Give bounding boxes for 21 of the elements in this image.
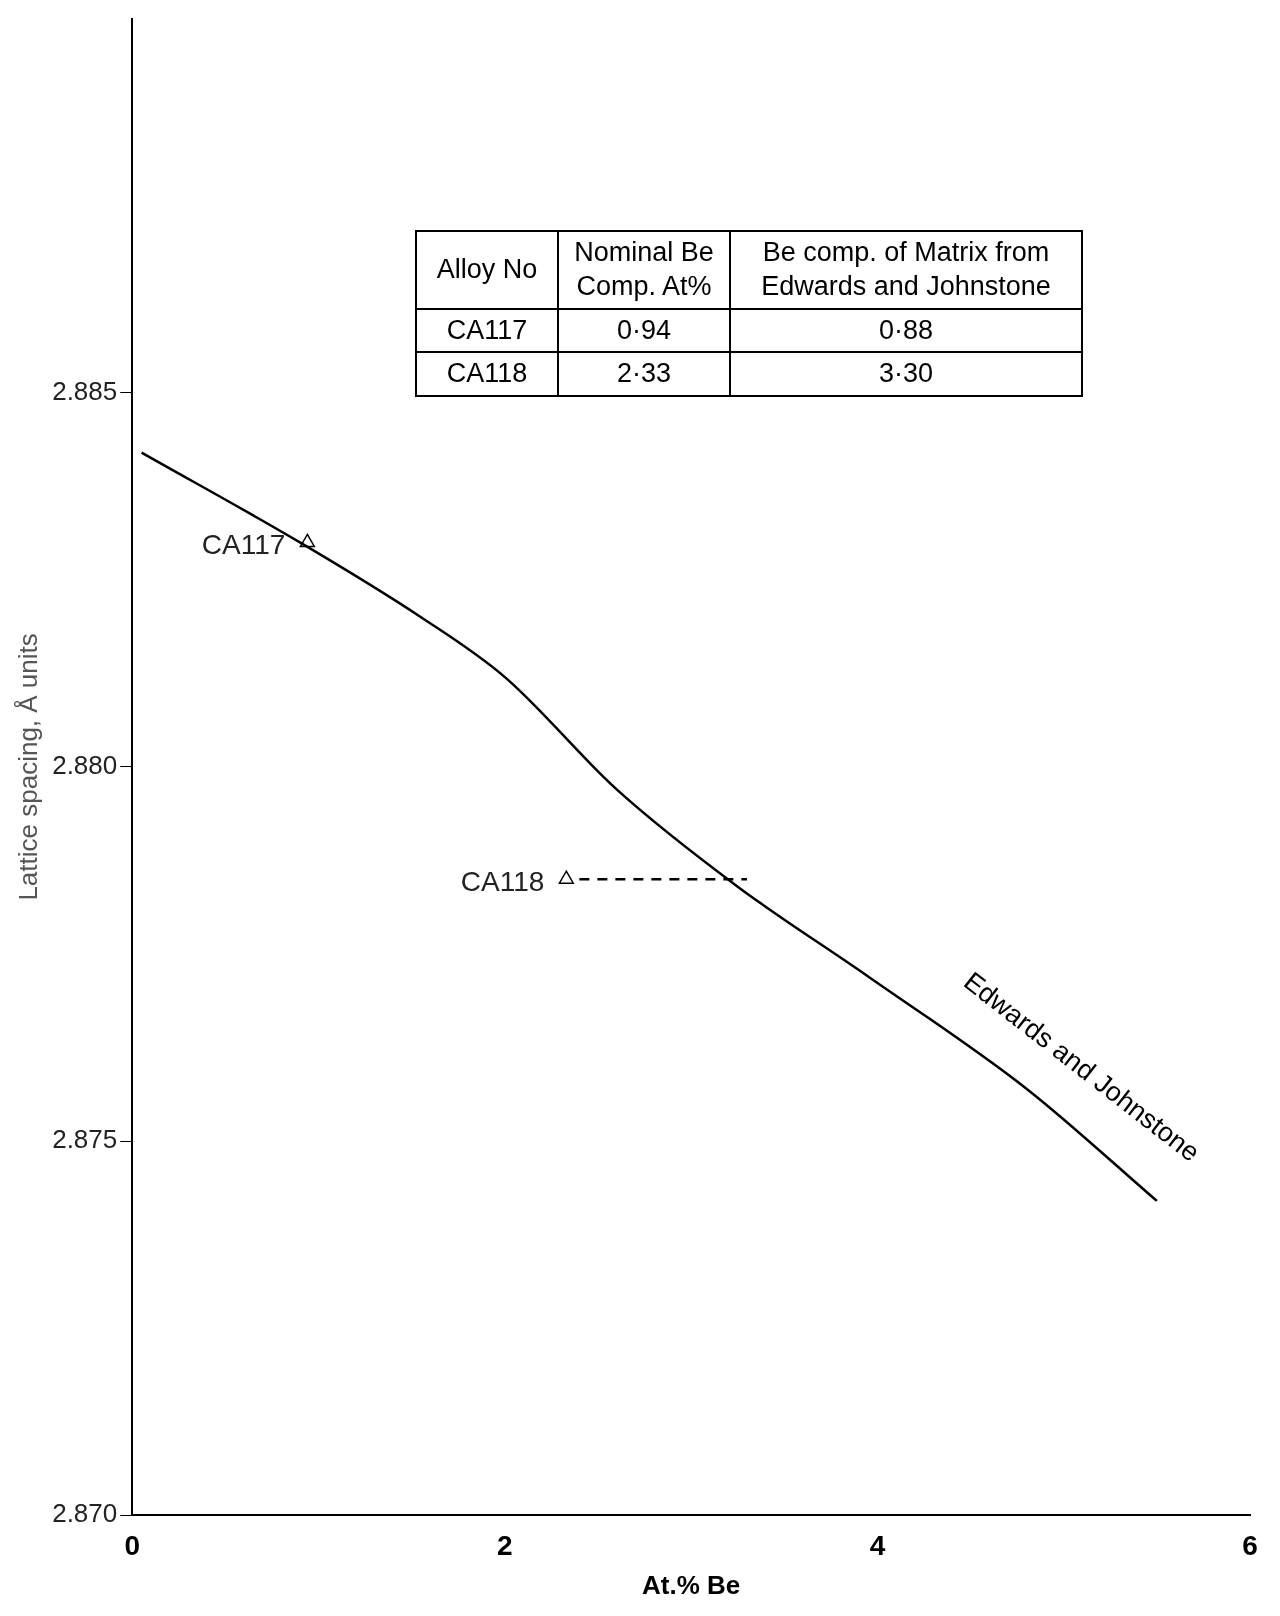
annotation: CA117 <box>201 529 286 561</box>
x-tick-label: 6 <box>1242 1529 1258 1561</box>
annotation: CA118 <box>416 352 558 396</box>
annotation: Alloy No <box>416 231 558 309</box>
annotation: CA118 <box>460 865 545 897</box>
y-tick-label: 2.885 <box>52 375 118 406</box>
annotation: Nominal Be Comp. At% <box>558 231 730 309</box>
annotation: 0·88 <box>730 308 1082 353</box>
annotation: Be comp. of Matrix from Edwards and Johnstone <box>730 231 1082 309</box>
annotation: 0·94 <box>558 308 730 353</box>
annotation: 2·33 <box>558 352 730 396</box>
y-tick-label: 2.875 <box>52 1124 118 1155</box>
x-tick-label: 4 <box>869 1529 886 1561</box>
y-tick-label: 2.870 <box>52 1498 118 1529</box>
x-axis-title: At.% Be <box>642 1569 741 1600</box>
annotation: CA117 <box>416 308 558 353</box>
x-tick-label: 2 <box>497 1529 513 1561</box>
y-axis-title: Lattice spacing, Å units <box>12 633 43 901</box>
annotation: 3·30 <box>730 352 1082 396</box>
y-tick-label: 2.880 <box>52 750 118 781</box>
x-tick-label: 0 <box>124 1529 141 1561</box>
